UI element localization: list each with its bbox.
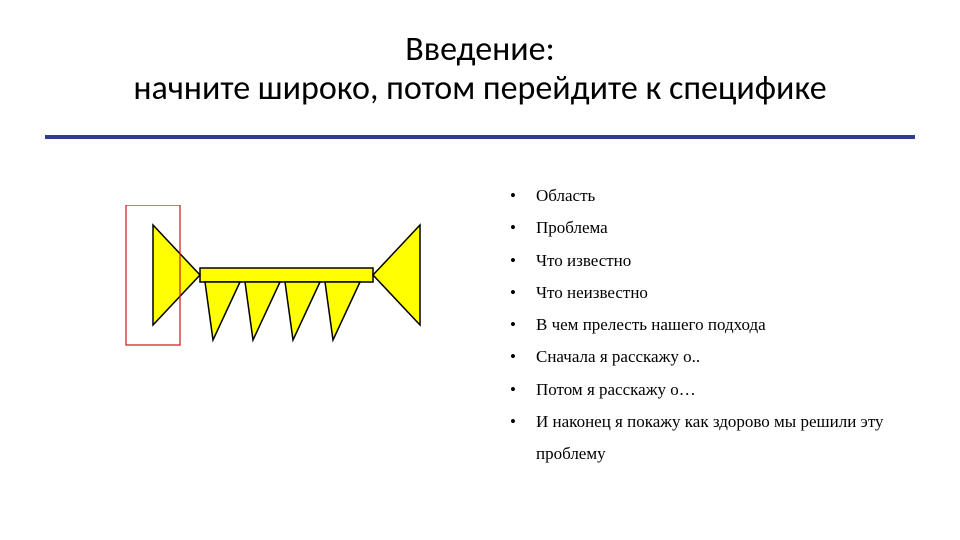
bullet-item: Что известно [510,245,940,277]
bullet-list: ОбластьПроблемаЧто известноЧто неизвестн… [510,180,940,471]
diagram-small-triangle-1 [205,282,240,340]
diagram-small-triangle-3 [285,282,320,340]
slide-title: Введение: начните широко, потом перейдит… [0,30,960,108]
diagram-svg [120,205,465,360]
bullet-item: Потом я расскажу о… [510,374,940,406]
diagram-bar [200,268,373,282]
bullet-list-container: ОбластьПроблемаЧто известноЧто неизвестн… [510,180,940,471]
title-underline [45,135,915,139]
title-line-2: начните широко, потом перейдите к специф… [133,68,826,109]
funnel-fishbone-diagram [120,205,465,365]
bullet-item: Проблема [510,212,940,244]
bullet-item: Область [510,180,940,212]
slide: Введение: начните широко, потом перейдит… [0,0,960,540]
diagram-small-triangle-4 [325,282,360,340]
bullet-item: И наконец я покажу как здорово мы решили… [510,406,940,471]
diagram-small-triangle-2 [245,282,280,340]
title-line-1: Введение: [405,29,554,70]
bullet-item: Сначала я расскажу о.. [510,341,940,373]
diagram-big-triangle-right [373,225,420,325]
bullet-item: Что неизвестно [510,277,940,309]
diagram-big-triangle-left [153,225,200,325]
bullet-item: В чем прелесть нашего подхода [510,309,940,341]
